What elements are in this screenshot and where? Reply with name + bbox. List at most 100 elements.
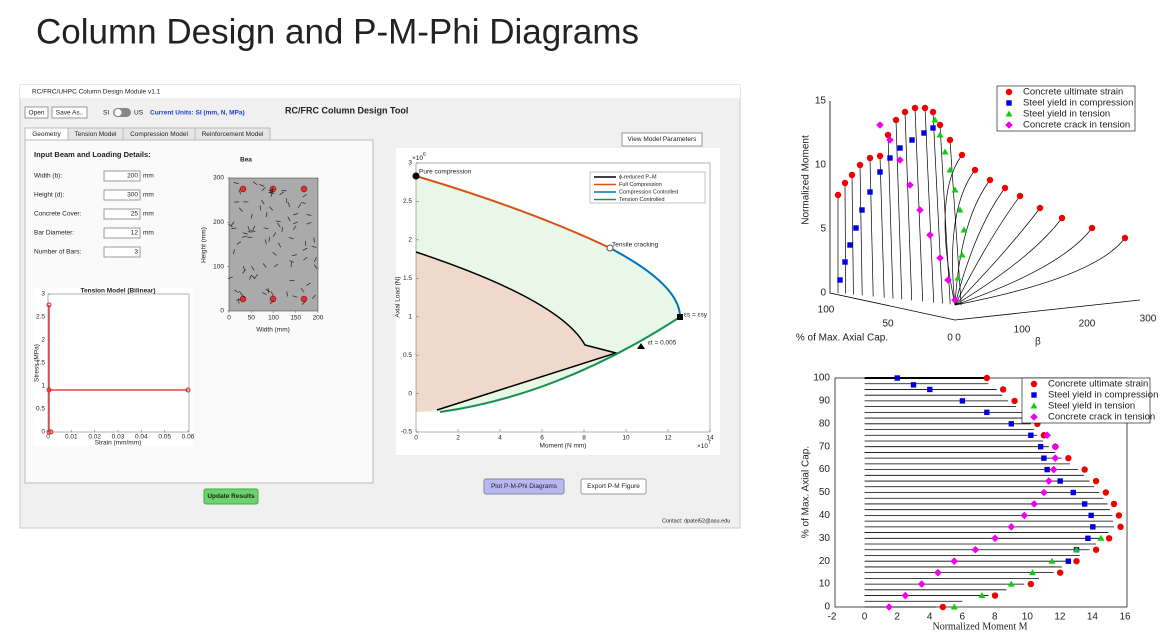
full-compression-curve	[415, 175, 611, 249]
x-scale-exp: 7	[708, 440, 711, 446]
save-button[interactable]	[51, 106, 88, 119]
marker	[1020, 511, 1029, 520]
tab[interactable]	[194, 127, 271, 141]
marker	[916, 206, 924, 214]
x-tick-label: 6	[959, 612, 965, 623]
marker	[867, 189, 873, 195]
marker	[1030, 413, 1038, 421]
x-tick-label: 2	[894, 612, 900, 623]
fiber	[306, 214, 312, 216]
marker	[1051, 454, 1060, 462]
fiber	[270, 191, 273, 197]
update-label: Update Results	[207, 493, 255, 500]
x-tick-label: 2	[456, 435, 460, 442]
fiber	[272, 251, 277, 256]
marker	[1037, 444, 1044, 450]
fiber	[242, 232, 248, 235]
open-label: Open	[29, 110, 45, 117]
fiber	[287, 216, 291, 222]
fiber	[230, 221, 235, 227]
cracking-point	[606, 244, 614, 252]
marker	[1007, 580, 1015, 587]
fiber	[252, 225, 256, 231]
input-box[interactable]	[103, 208, 141, 220]
x-tick-label: -2	[828, 612, 837, 623]
fiber	[313, 257, 317, 262]
update-button[interactable]	[203, 488, 259, 505]
x-tick-label: 0	[227, 315, 231, 322]
fiber	[254, 274, 258, 279]
export-button[interactable]	[580, 478, 647, 495]
y-tick-label: 70	[819, 441, 831, 452]
y-tick-label: 2	[41, 337, 45, 344]
x-tick-label: 16	[1119, 612, 1131, 623]
input-box[interactable]	[103, 170, 141, 182]
xlabel-3d: % of Max. Axial Cap.	[796, 333, 888, 344]
open-button[interactable]	[24, 106, 49, 119]
marker	[926, 231, 934, 239]
fiber	[312, 294, 316, 299]
tension-curve	[48, 305, 188, 432]
pm-axes	[415, 162, 711, 433]
fiber	[306, 282, 311, 286]
marker	[1097, 534, 1105, 541]
marker	[1005, 110, 1013, 117]
fiber	[277, 222, 281, 228]
ylabel-3d: β	[1035, 337, 1041, 348]
fiber	[292, 295, 298, 298]
fiber	[247, 226, 251, 232]
input-box[interactable]	[103, 227, 141, 239]
marker	[959, 398, 966, 404]
marker	[897, 145, 903, 151]
marker	[1121, 234, 1129, 242]
marker	[1088, 512, 1094, 519]
fiber	[292, 254, 298, 257]
section-xlabel: Width (mm)	[256, 327, 290, 334]
input-label: Number of Bars:	[34, 249, 82, 256]
marker	[1041, 455, 1047, 461]
y-tick-label: 100	[213, 263, 224, 270]
y-tick-label: 50	[819, 487, 831, 498]
fiber	[311, 245, 317, 248]
marker	[1011, 397, 1018, 405]
y-tick-label: 90	[819, 396, 831, 407]
marker	[929, 108, 937, 116]
fiber	[264, 239, 267, 245]
marker	[978, 592, 986, 599]
input-label: Width (b):	[34, 173, 62, 180]
xlabel-2d: Normalized Moment M	[933, 621, 1028, 632]
fiber	[228, 223, 233, 227]
fiber	[259, 205, 261, 211]
fiber	[242, 269, 246, 274]
marker	[1102, 489, 1110, 496]
fiber	[292, 225, 297, 230]
x-tick-label: 0	[862, 612, 868, 623]
x-tick-label: 0.06	[182, 434, 195, 441]
pm-xlabel: Moment (N mm)	[540, 443, 587, 450]
hatch	[851, 174, 854, 295]
y-tick-label: 30	[819, 533, 831, 544]
fiber	[262, 263, 267, 268]
marker	[958, 251, 966, 258]
fiber	[265, 212, 268, 218]
marker	[1065, 454, 1072, 462]
tension-title: Tension Model (Bilinear)	[81, 288, 156, 295]
plot-button[interactable]	[483, 478, 565, 495]
marker	[1008, 421, 1014, 427]
marker	[1081, 466, 1088, 473]
tension-ylabel: Stress (MPa)	[34, 344, 41, 382]
input-box[interactable]	[103, 246, 141, 258]
marker	[991, 534, 999, 543]
view-button[interactable]	[621, 132, 703, 147]
x-tick-label: 4	[498, 435, 502, 442]
strain-point	[637, 343, 645, 349]
marker	[1001, 184, 1009, 192]
marker	[931, 116, 939, 123]
tab-label: Reinforcement Model	[202, 131, 264, 138]
input-box[interactable]	[103, 189, 141, 201]
marker	[934, 568, 942, 577]
input-value: 3	[134, 249, 138, 256]
marker	[1057, 569, 1064, 576]
y-tick-label: 2.5	[36, 314, 45, 321]
y-scale-exp: 6	[423, 152, 426, 158]
